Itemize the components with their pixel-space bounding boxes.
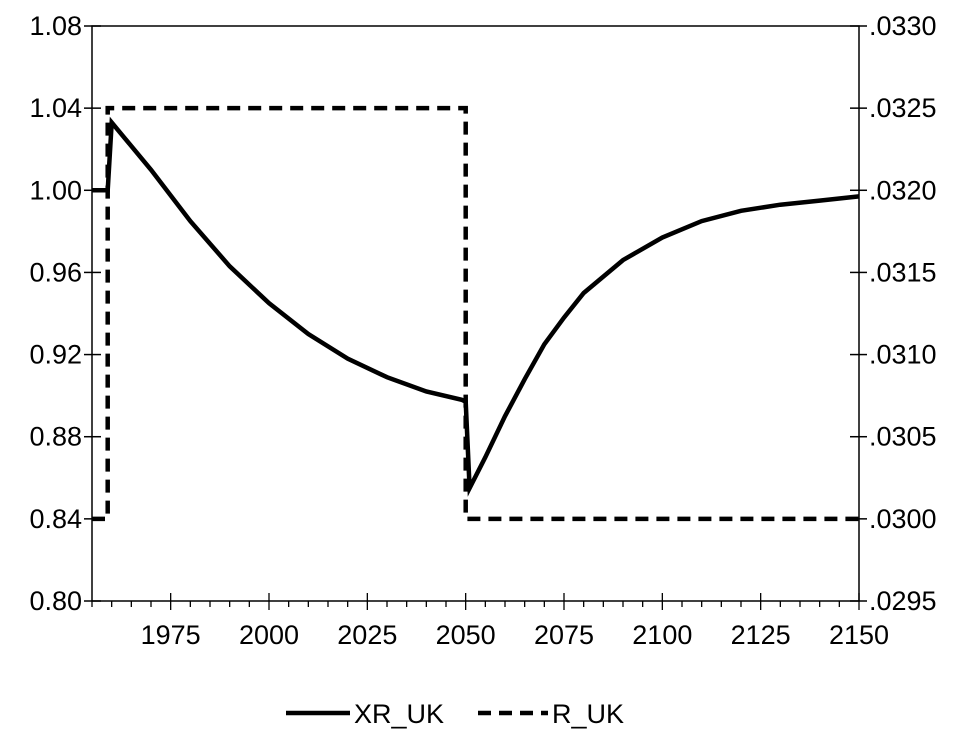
plot-frame: [91, 25, 860, 602]
y-left-tick-label: 0.84: [29, 504, 82, 534]
series-layer: [92, 105, 860, 522]
x-tick-label: 2025: [337, 620, 397, 650]
y-right-tick-label: .0300: [869, 504, 937, 534]
x-tick-label: 2150: [829, 620, 889, 650]
y-right-tick-label: .0315: [869, 257, 937, 287]
x-axis: 1975 2000 2025 2050 2075 2100 2125 2150: [91, 593, 889, 650]
y-left-tick-label: 0.92: [29, 340, 82, 370]
y-right-tick-label: .0310: [869, 340, 937, 370]
y-left-tick-label: 1.04: [29, 93, 82, 123]
y-left-tick-label: 0.96: [29, 257, 82, 287]
x-tick-label: 2075: [534, 620, 594, 650]
y-left-tick-label: 0.80: [29, 586, 82, 616]
legend-label-r-uk: R_UK: [552, 699, 624, 729]
y-right-tick-label: .0325: [869, 93, 937, 123]
y-right-tick-label: .0320: [869, 175, 937, 205]
series-line-xr-uk: [92, 116, 860, 497]
x-tick-label: 1975: [141, 620, 201, 650]
y-right-tick-label: .0295: [869, 586, 937, 616]
y-right-tick-label: .0305: [869, 422, 937, 452]
legend-label-xr-uk: XR_UK: [354, 699, 444, 729]
series-line-r-uk: [92, 105, 859, 522]
y-left-tick-label: 0.88: [29, 422, 82, 452]
y-left-tick-label: 1.00: [29, 175, 82, 205]
x-tick-label: 2100: [632, 620, 692, 650]
y-right-axis: .0295 .0300 .0305 .0310 .0315 .0320 .0325 .0330: [850, 11, 937, 616]
y-left-tick-label: 1.08: [29, 11, 82, 41]
x-tick-label: 2125: [731, 620, 791, 650]
y-left-axis: 0.80 0.84 0.88 0.92 0.96 1.00 1.04 1.08: [29, 11, 101, 616]
x-tick-label: 2000: [239, 620, 299, 650]
x-tick-label: 2050: [436, 620, 496, 650]
legend: XR_UK R_UK: [286, 699, 624, 729]
y-right-tick-label: .0330: [869, 11, 937, 41]
